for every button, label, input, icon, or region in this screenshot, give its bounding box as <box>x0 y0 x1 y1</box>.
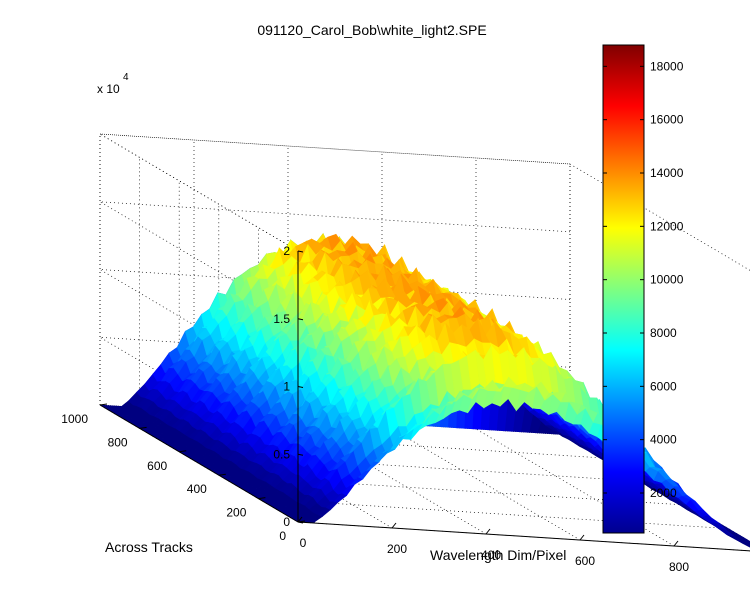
z-multiplier-base: x 10 <box>97 82 120 96</box>
y-tick-mark <box>100 404 107 405</box>
colorbar-tick-label: 6000 <box>650 379 677 393</box>
grid-line-floor-x <box>382 423 580 540</box>
z-tick-label: 1 <box>283 380 290 394</box>
grid-line-z <box>100 134 570 251</box>
x-tick-mark <box>392 523 396 528</box>
colorbar-tick-label: 18000 <box>650 59 684 73</box>
z-tick-label: 1.5 <box>273 312 290 326</box>
y-tick-label: 0 <box>279 529 286 543</box>
y-axis-label: Across Tracks <box>105 539 193 555</box>
z-tick-label: 2 <box>283 244 290 258</box>
colorbar-tick-label: 8000 <box>650 326 677 340</box>
colorbar-tick-label: 14000 <box>650 166 684 180</box>
x-tick-mark <box>486 529 490 534</box>
z-multiplier-label: x 10 <box>97 82 120 96</box>
colorbar-tick-label: 16000 <box>650 113 684 127</box>
colorbar: 2000 4000 6000 8000 10000 12000 14000 16000 1800… <box>603 45 684 533</box>
y-tick-label: 600 <box>147 459 167 473</box>
z-tick-label: 0.5 <box>273 447 290 461</box>
y-tick-label: 1000 <box>61 412 88 426</box>
x-tick-mark <box>580 535 584 540</box>
z-multiplier-exponent: 4 <box>123 72 129 83</box>
y-tick-label: 800 <box>108 435 128 449</box>
x-tick-label: 600 <box>575 554 595 568</box>
colorbar-gradient <box>603 45 644 533</box>
grid-frame <box>100 134 298 251</box>
chart-title: 091120_Carol_Bob\white_light2.SPE <box>257 22 486 38</box>
x-axis-label: Wavelength Dim/Pixel <box>430 547 566 563</box>
colorbar-tick-label: 12000 <box>650 219 684 233</box>
x-tick-mark <box>674 541 678 546</box>
x-tick-label: 0 <box>300 536 307 550</box>
colorbar-tick-label: 2000 <box>650 486 677 500</box>
x-tick-label: 200 <box>387 542 407 556</box>
colorbar-tick-label: 10000 <box>650 273 684 287</box>
colorbar-tick-label: 4000 <box>650 433 677 447</box>
x-tick-label: 800 <box>669 560 689 574</box>
z-tick-label: 0 <box>283 515 290 529</box>
y-tick-label: 200 <box>226 506 246 520</box>
y-tick-label: 400 <box>187 482 207 496</box>
